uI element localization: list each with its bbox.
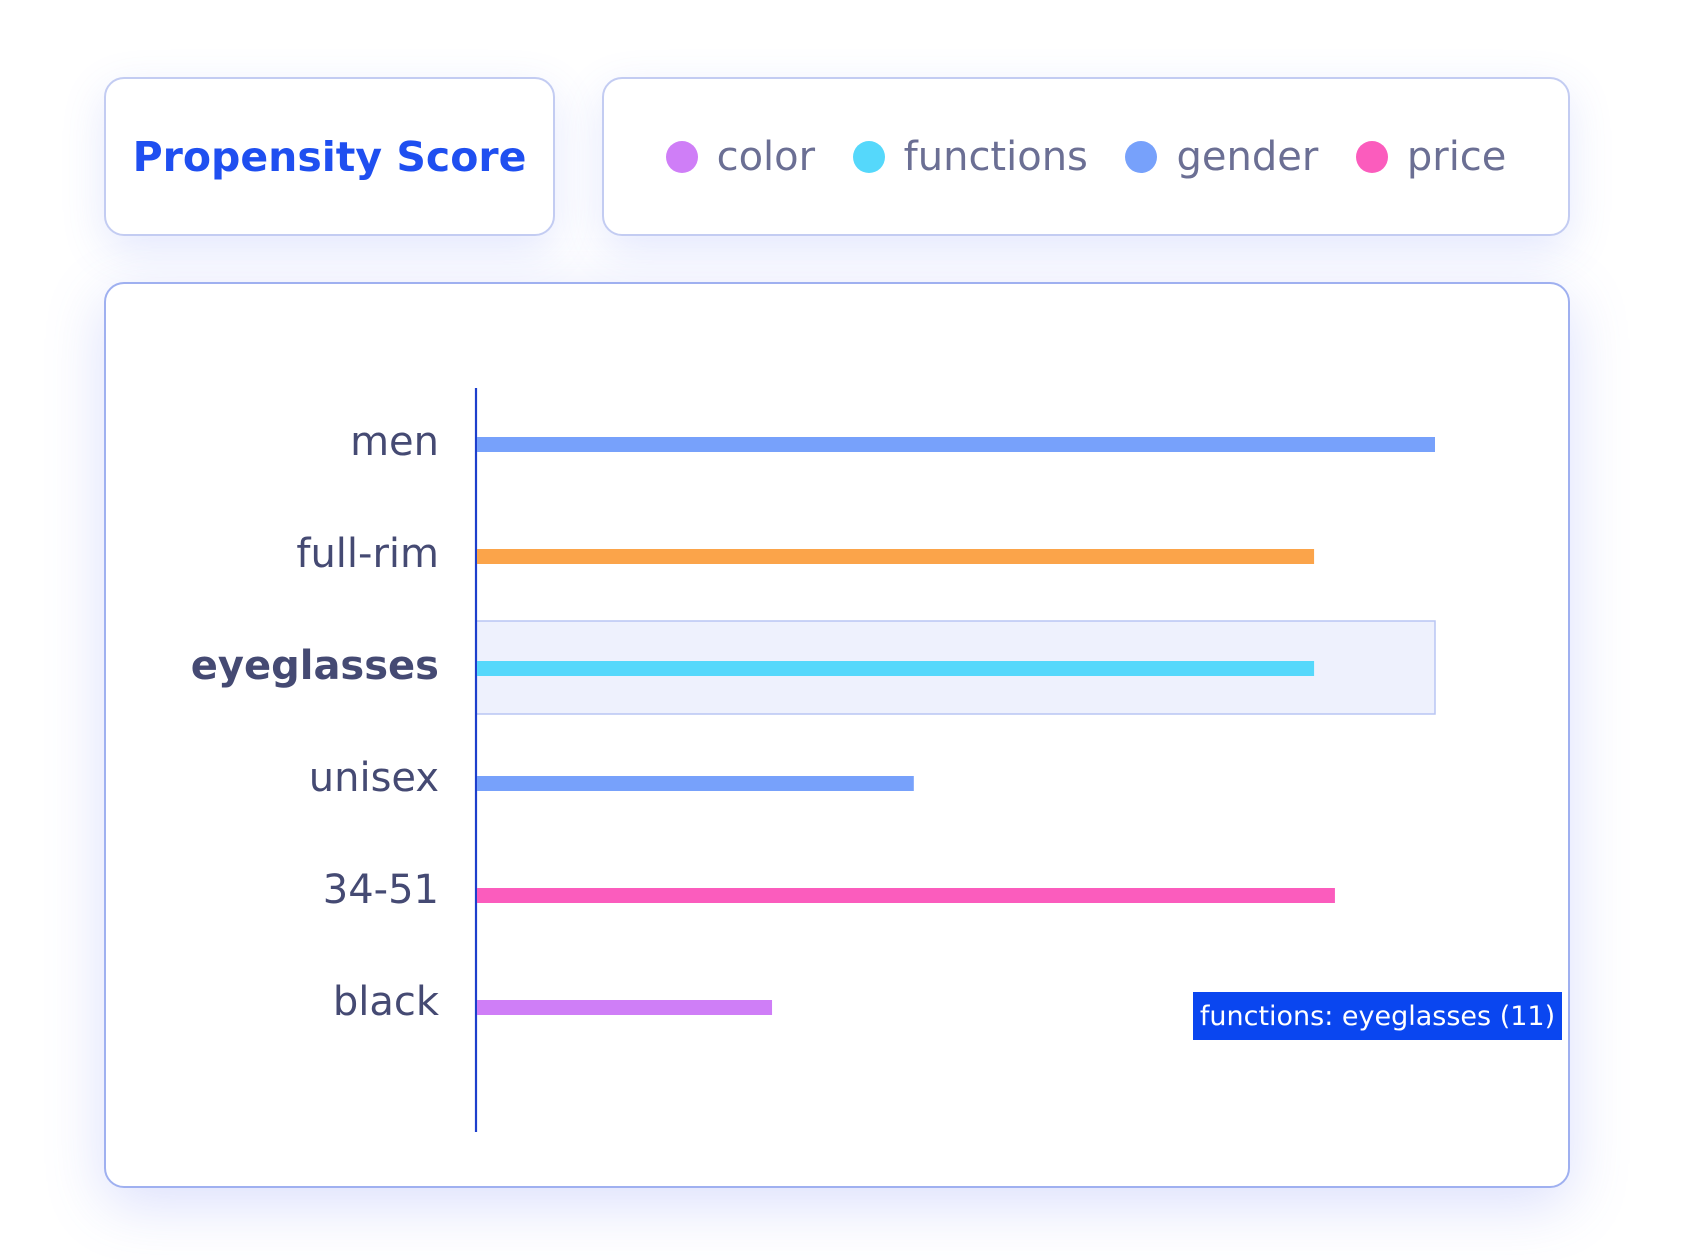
legend-dot-gender [1125, 140, 1158, 173]
bar-34-51 [477, 888, 1335, 903]
legend-item-functions[interactable]: functions [852, 133, 1088, 180]
legend-label-functions: functions [903, 133, 1088, 180]
legend-dot-price [1355, 140, 1388, 173]
legend-item-color[interactable]: color [665, 133, 816, 180]
legend-label-price: price [1406, 133, 1507, 180]
legend-item-price[interactable]: price [1355, 133, 1507, 180]
legend: color functions gender price [602, 77, 1570, 236]
legend-dot-color [665, 140, 698, 173]
legend-item-gender[interactable]: gender [1125, 134, 1318, 180]
bar-full-rim [477, 549, 1315, 564]
bar-unisex [477, 776, 914, 791]
category-label-34-51: 34-51 [323, 867, 439, 913]
legend-dot-functions [852, 140, 885, 173]
category-label-unisex: unisex [309, 755, 439, 801]
bar-tooltip: functions: eyeglasses (11) [1193, 992, 1562, 1040]
category-label-men: men [350, 419, 439, 465]
bar-chart: men full-rim eyeglasses unisex 34-51 black [191, 388, 1436, 1132]
bar-eyeglasses [477, 661, 1315, 676]
legend-label-gender: gender [1176, 133, 1319, 180]
bar-men [477, 437, 1435, 452]
category-label-eyeglasses: eyeglasses [191, 643, 439, 689]
chart-title: Propensity Score [132, 132, 527, 181]
category-label-black: black [333, 979, 440, 1025]
title-card: Propensity Score [104, 77, 555, 236]
bar-black [477, 1000, 773, 1015]
legend-label-color: color [716, 133, 816, 180]
chart-card: men full-rim eyeglasses unisex 34-51 black fu… [104, 282, 1570, 1188]
category-label-full-rim: full-rim [296, 531, 439, 577]
